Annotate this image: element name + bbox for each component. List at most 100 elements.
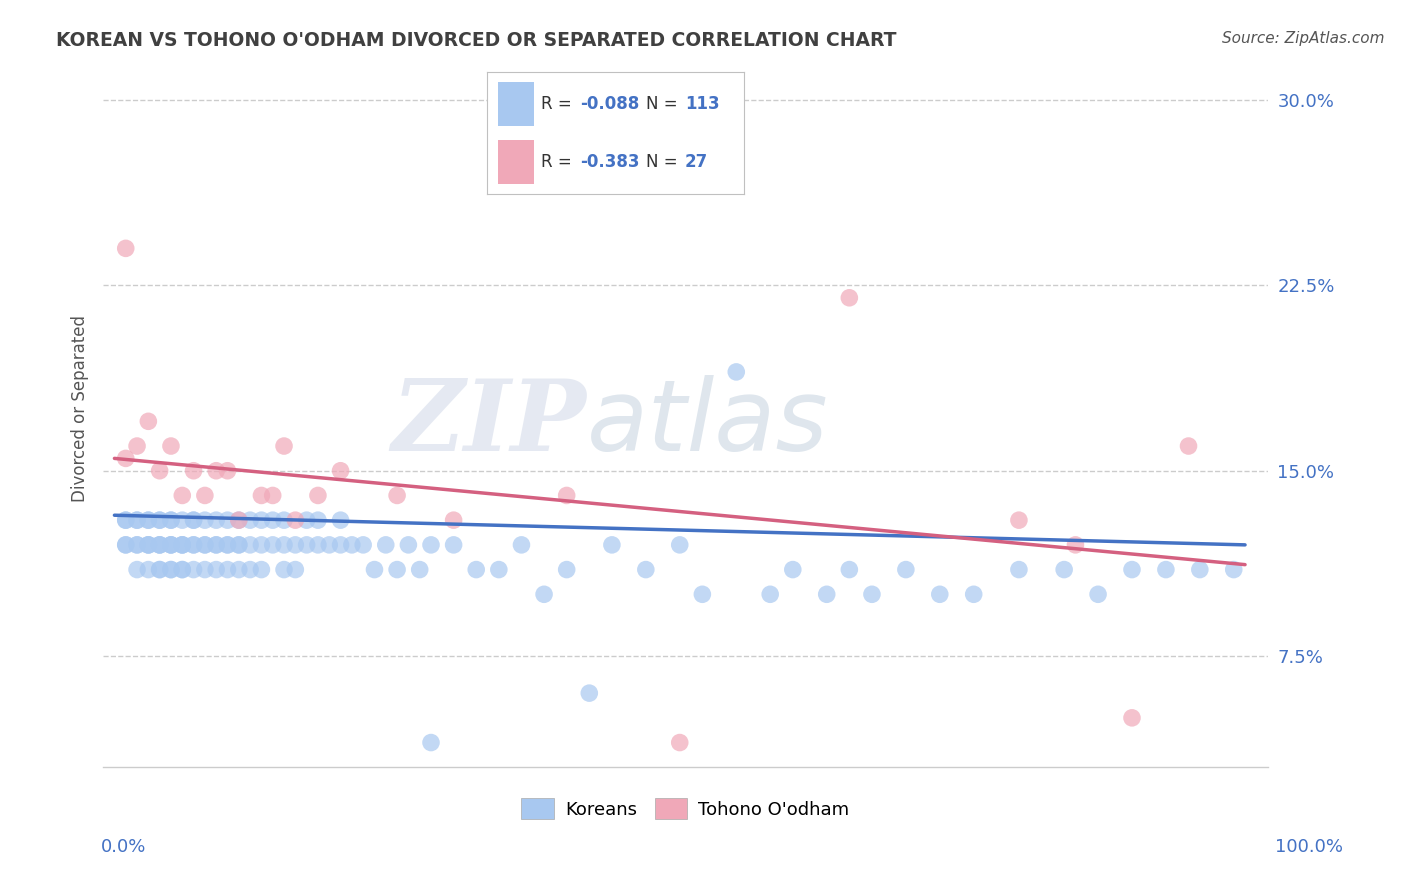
Point (318, 538, 340, 552)
Point (1008, 563, 1031, 577)
Point (114, 538, 136, 552)
Point (273, 563, 295, 577)
Point (634, 563, 657, 577)
Point (149, 513, 172, 527)
Point (250, 513, 273, 527)
Point (1053, 563, 1076, 577)
Point (329, 513, 352, 527)
Point (217, 538, 239, 552)
Point (172, 538, 194, 552)
Point (149, 563, 172, 577)
Point (183, 513, 205, 527)
Point (273, 439, 295, 453)
Point (250, 563, 273, 577)
Point (160, 538, 183, 552)
Point (1121, 563, 1143, 577)
Point (149, 563, 172, 577)
Point (329, 538, 352, 552)
Point (138, 563, 160, 577)
Point (160, 513, 183, 527)
Point (1222, 563, 1244, 577)
Point (138, 513, 160, 527)
Text: 0.0%: 0.0% (101, 838, 146, 855)
Point (239, 563, 262, 577)
Point (1008, 513, 1031, 527)
Point (125, 538, 148, 552)
Point (340, 538, 363, 552)
Point (838, 291, 860, 305)
Point (1154, 563, 1177, 577)
Point (273, 513, 295, 527)
Point (443, 513, 465, 527)
Point (533, 587, 555, 601)
Point (838, 563, 860, 577)
Point (125, 513, 148, 527)
Point (894, 563, 917, 577)
Point (160, 538, 183, 552)
Point (183, 464, 205, 478)
Point (443, 538, 465, 552)
Point (217, 513, 239, 527)
Point (262, 488, 284, 502)
Point (860, 587, 883, 601)
Point (194, 513, 217, 527)
Point (578, 167, 600, 181)
Point (114, 241, 136, 255)
Point (273, 538, 295, 552)
Point (228, 513, 250, 527)
Point (228, 513, 250, 527)
Text: KOREAN VS TOHONO O'ODHAM DIVORCED OR SEPARATED CORRELATION CHART: KOREAN VS TOHONO O'ODHAM DIVORCED OR SEP… (56, 31, 897, 50)
Point (815, 587, 838, 601)
Point (160, 538, 183, 552)
Point (1087, 587, 1109, 601)
Point (352, 538, 374, 552)
Point (125, 513, 148, 527)
Point (239, 513, 262, 527)
Point (488, 563, 510, 577)
Point (138, 538, 160, 552)
Point (759, 587, 782, 601)
Point (510, 538, 533, 552)
Point (396, 538, 419, 552)
Point (172, 538, 194, 552)
Point (928, 587, 950, 601)
Point (385, 488, 408, 502)
Point (725, 365, 748, 379)
Text: atlas: atlas (586, 375, 828, 472)
Point (1064, 538, 1087, 552)
Point (363, 563, 385, 577)
Point (262, 538, 284, 552)
Point (782, 563, 804, 577)
Point (374, 538, 396, 552)
Point (284, 563, 307, 577)
Point (668, 735, 690, 749)
Text: Source: ZipAtlas.com: Source: ZipAtlas.com (1222, 31, 1385, 46)
Point (194, 563, 217, 577)
Point (228, 563, 250, 577)
Point (295, 513, 318, 527)
Text: ZIP: ZIP (391, 375, 586, 472)
Point (205, 538, 228, 552)
Point (183, 513, 205, 527)
Point (329, 464, 352, 478)
Point (217, 563, 239, 577)
Point (172, 513, 194, 527)
Point (420, 735, 443, 749)
Point (205, 563, 228, 577)
Point (183, 538, 205, 552)
Text: 100.0%: 100.0% (1275, 838, 1343, 855)
Point (125, 439, 148, 453)
Point (239, 538, 262, 552)
Point (138, 538, 160, 552)
Point (307, 538, 329, 552)
Point (160, 513, 183, 527)
Point (194, 538, 217, 552)
Point (138, 414, 160, 428)
Point (307, 488, 329, 502)
Point (183, 538, 205, 552)
Point (295, 538, 318, 552)
Point (149, 513, 172, 527)
Point (149, 538, 172, 552)
Point (228, 538, 250, 552)
Point (125, 538, 148, 552)
